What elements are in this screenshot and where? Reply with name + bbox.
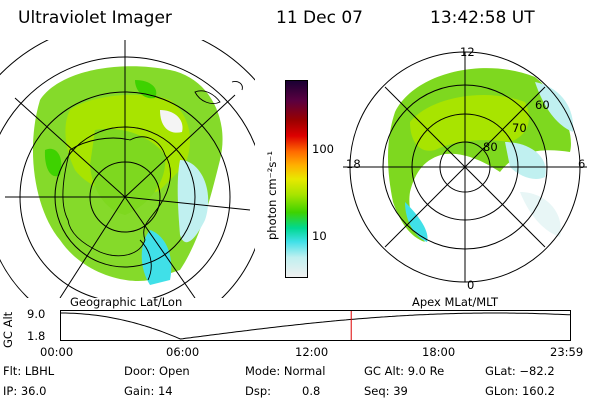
mode-info: Mode: Normal bbox=[245, 364, 326, 378]
altitude-curve bbox=[60, 312, 571, 340]
dsp-value: 0.8 bbox=[302, 384, 321, 398]
altitude-ytick-low: 1.8 bbox=[27, 329, 46, 343]
coastline-outline bbox=[62, 81, 243, 281]
altitude-xtick-0000: 00:00 bbox=[40, 345, 74, 359]
meridian-lines bbox=[5, 40, 251, 298]
altitude-ytick-high: 9.0 bbox=[27, 307, 46, 321]
colorbar bbox=[285, 80, 308, 278]
magnetic-polar-image bbox=[343, 51, 587, 283]
mlt-label-0: 0 bbox=[467, 278, 475, 292]
geographic-polar-image bbox=[0, 40, 255, 298]
date-label: 11 Dec 07 bbox=[276, 8, 363, 28]
colorbar-unit-label: photon cm⁻²s⁻¹ bbox=[265, 151, 279, 240]
seq-info: Seq: 39 bbox=[364, 384, 408, 398]
mlt-label-18: 18 bbox=[346, 157, 361, 171]
mlat-label-70: 70 bbox=[512, 121, 527, 135]
altitude-xtick-1800: 18:00 bbox=[422, 345, 456, 359]
time-label: 13:42:58 UT bbox=[430, 8, 535, 28]
mlt-lines bbox=[343, 52, 587, 282]
left-panel-caption: Geographic Lat/Lon bbox=[70, 295, 183, 309]
altitude-xtick-2359: 23:59 bbox=[550, 345, 584, 359]
gain-info: Gain: 14 bbox=[124, 384, 173, 398]
gcalt-info: GC Alt: 9.0 Re bbox=[364, 364, 445, 378]
colorbar-tick-10: 10 bbox=[312, 229, 327, 243]
altitude-xtick-0600: 06:00 bbox=[166, 345, 200, 359]
dsp-label: Dsp: bbox=[245, 384, 272, 398]
mlt-label-12: 12 bbox=[460, 45, 475, 59]
uv-emission-map-left bbox=[32, 66, 223, 285]
altitude-plot bbox=[60, 310, 571, 341]
mlat-label-60: 60 bbox=[535, 98, 550, 112]
instrument-title: Ultraviolet Imager bbox=[18, 8, 172, 28]
altitude-plot-frame bbox=[60, 310, 571, 341]
colorbar-tick-100: 100 bbox=[312, 142, 334, 156]
ip-info: IP: 36.0 bbox=[3, 384, 47, 398]
glat-info: GLat: −82.2 bbox=[485, 364, 555, 378]
mlt-label-6: 6 bbox=[578, 157, 586, 171]
altitude-ylabel: GC Alt bbox=[1, 311, 15, 348]
altitude-xtick-1200: 12:00 bbox=[295, 345, 329, 359]
glon-info: GLon: 160.2 bbox=[485, 384, 555, 398]
flt-info: Flt: LBHL bbox=[3, 364, 55, 378]
right-panel-caption: Apex MLat/MLT bbox=[412, 295, 499, 309]
door-info: Door: Open bbox=[124, 364, 190, 378]
mlat-label-80: 80 bbox=[483, 140, 498, 154]
